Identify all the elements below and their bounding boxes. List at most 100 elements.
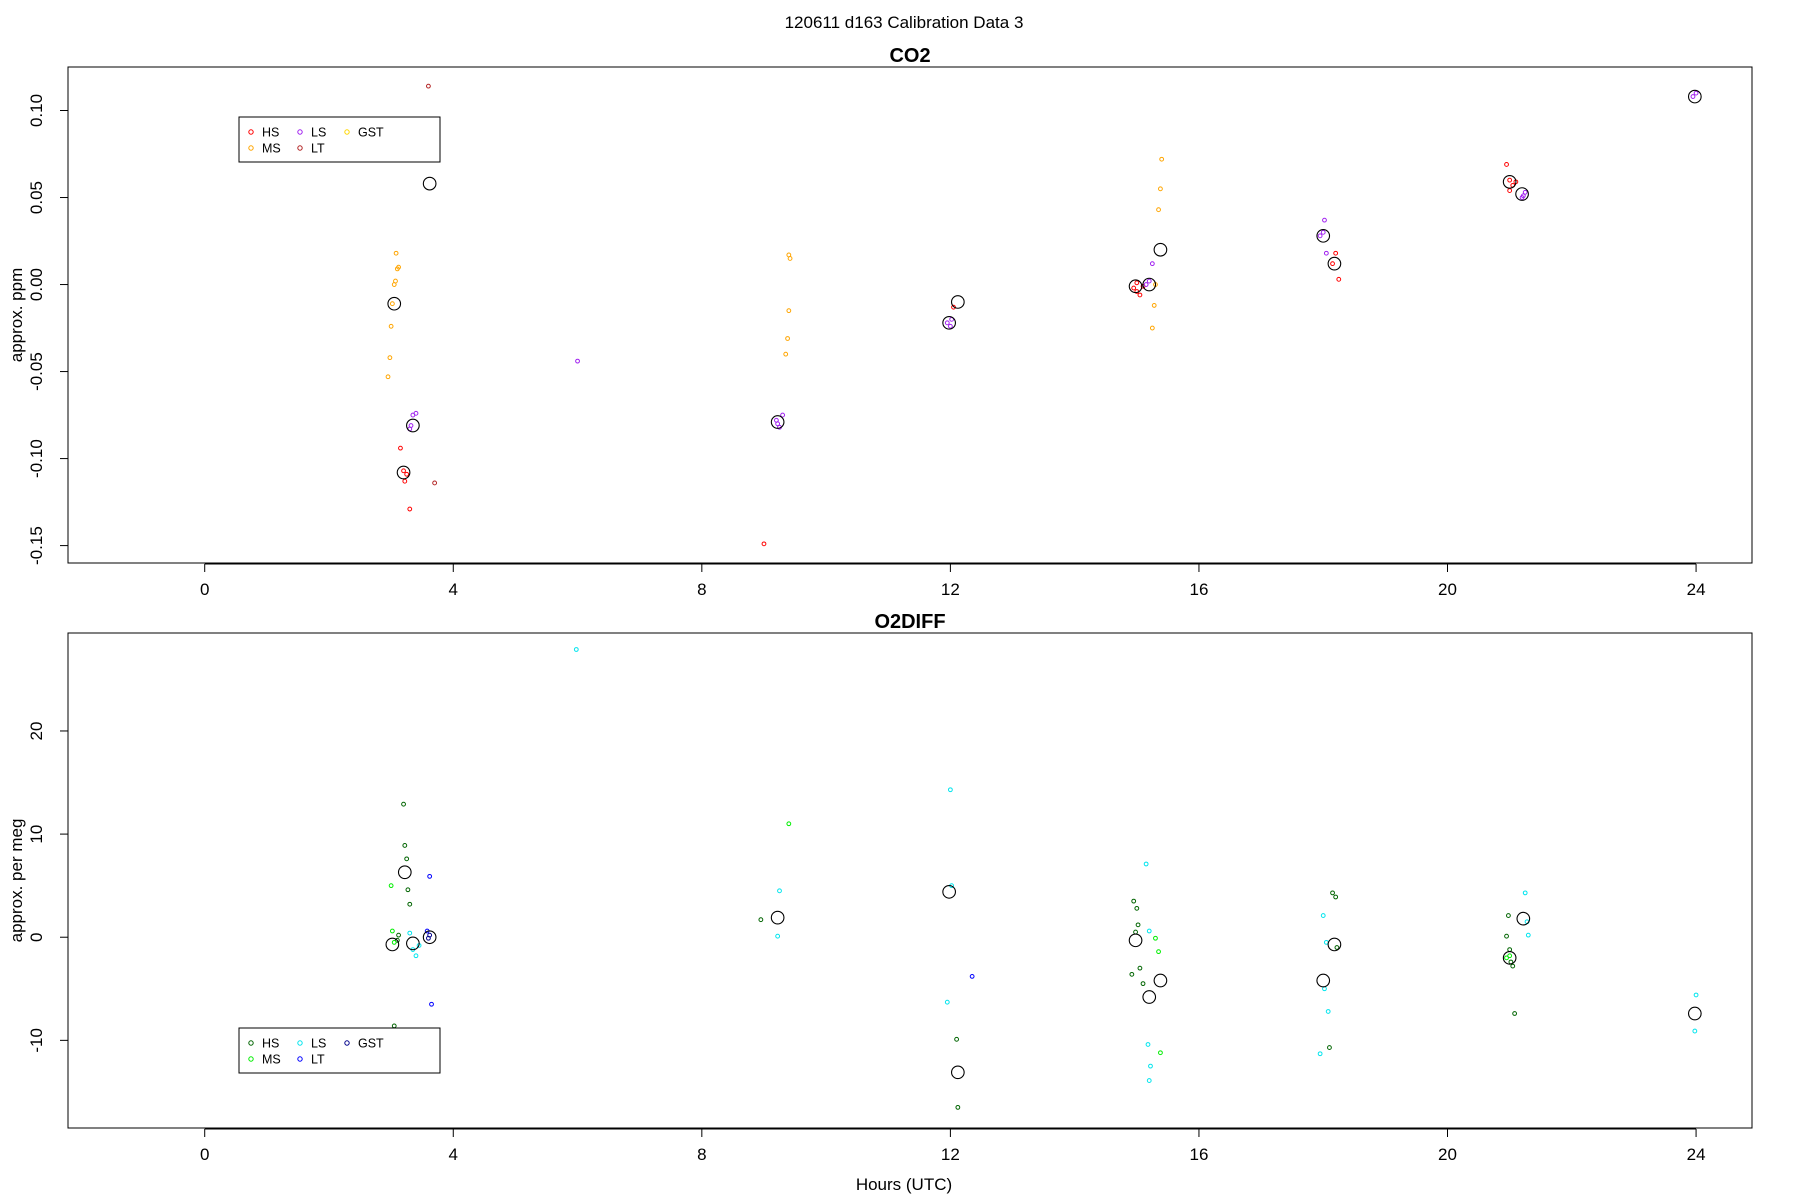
co2-point-ls	[1317, 233, 1323, 239]
o2diff-point-ms	[1153, 935, 1158, 941]
co2-point-mean	[1153, 242, 1168, 257]
o2diff-point-mean	[1687, 1006, 1702, 1021]
co2-panel: CO2 approx. ppm 0 4 8 12 16 20 24 -0.15 -0.10 -0.…	[7, 45, 1753, 599]
o2diff-point-hs	[407, 901, 413, 907]
co2-point-ls	[1690, 94, 1696, 99]
o2diff-point-hs	[401, 801, 406, 807]
o2diff-point-hs	[1134, 905, 1140, 911]
o2diff-legend-marker-lt	[297, 1056, 303, 1062]
o2diff-point-ms	[1507, 953, 1513, 959]
co2-point-ms	[393, 250, 399, 256]
co2-point-hs	[1131, 285, 1137, 291]
co2-point-lt	[432, 480, 438, 486]
o2diff-point-hs	[1140, 981, 1146, 987]
co2-point-hs	[1330, 261, 1335, 267]
co2-point-ms	[1151, 303, 1157, 308]
o2diff-point-ls	[1693, 992, 1699, 998]
co2-y-tick-label: 0.05	[27, 181, 46, 214]
co2-y-tick-label: 0.10	[27, 94, 46, 127]
o2diff-legend: HS MS LS LT GST	[238, 1027, 441, 1074]
o2diff-point-ls	[1325, 1009, 1331, 1014]
o2diff-point-mean	[1142, 990, 1157, 1004]
co2-point-ls	[1322, 217, 1327, 223]
co2-point-ls	[1320, 229, 1326, 235]
co2-point-ms	[1159, 156, 1165, 162]
o2diff-point-hs	[954, 1036, 960, 1042]
o2diff-point-ms	[388, 883, 394, 889]
co2-point-mean	[770, 415, 785, 429]
o2diff-point-hs	[955, 1104, 961, 1110]
co2-point-ms	[387, 355, 393, 361]
o2diff-legend-label-lt: LT	[311, 1053, 325, 1067]
co2-point-mean	[1515, 187, 1529, 201]
co2-point-hs	[407, 506, 413, 512]
o2diff-point-ls	[947, 787, 953, 793]
o2diff-point-ls	[1146, 928, 1152, 934]
co2-point-ls	[944, 320, 950, 326]
o2diff-point-ls	[407, 930, 413, 936]
co2-point-mean	[950, 295, 965, 309]
co2-point-ls	[1146, 278, 1152, 284]
o2diff-point-ms	[1158, 1050, 1163, 1056]
o2diff-y-tick-label: 10	[27, 825, 46, 844]
o2diff-point-hs	[1510, 963, 1516, 969]
co2-legend-box	[238, 116, 441, 163]
co2-point-mean	[387, 296, 402, 311]
co2-legend-label-hs: HS	[262, 126, 279, 140]
o2diff-point-mean	[770, 910, 785, 925]
co2-point-mean	[1687, 89, 1702, 104]
co2-point-hs	[1507, 188, 1513, 193]
o2diff-point-ls	[1692, 1028, 1698, 1034]
co2-point-ls	[947, 323, 953, 329]
co2-point-mean	[1327, 256, 1342, 271]
co2-point-ms	[388, 323, 394, 329]
o2diff-point-mean	[406, 936, 420, 951]
o2diff-legend-marker-ms	[248, 1056, 254, 1062]
o2diff-legend-marker-hs	[248, 1040, 254, 1046]
co2-y-tick-label: -0.10	[27, 439, 46, 478]
co2-point-hs	[1504, 162, 1509, 167]
o2diff-point-ls	[1146, 1078, 1152, 1083]
o2diff-point-hs	[1330, 890, 1335, 896]
co2-point-hs	[1333, 250, 1339, 256]
co2-point-ms	[393, 278, 398, 284]
o2diff-point-mean	[1153, 973, 1168, 988]
co2-point-ls	[775, 421, 781, 427]
o2diff-point-lt	[429, 1001, 434, 1007]
o2diff-point-ls	[775, 933, 781, 939]
co2-point-ms	[783, 351, 789, 357]
o2diff-point-hs	[405, 887, 411, 893]
o2diff-point-ls	[944, 999, 950, 1005]
o2diff-point-ls	[1525, 932, 1531, 938]
co2-x-tick-label: 8	[697, 580, 706, 599]
o2diff-point-hs	[1333, 894, 1339, 900]
co2-point-ls	[1143, 282, 1149, 287]
co2-point-mean	[1128, 279, 1143, 294]
co2-legend-label-ms: MS	[262, 142, 281, 156]
co2-point-mean	[1142, 277, 1157, 292]
o2diff-point-ls	[573, 647, 579, 652]
o2diff-x-tick-label: 4	[449, 1145, 458, 1164]
co2-point-ms	[396, 264, 401, 270]
o2diff-point-hs	[402, 843, 408, 848]
o2diff-y-tick-label: -10	[27, 1028, 46, 1053]
o2diff-point-mean	[1516, 911, 1531, 926]
o2diff-point-gst	[426, 935, 431, 941]
o2diff-point-ms	[391, 939, 397, 945]
co2-point-ms	[786, 252, 792, 258]
o2diff-panel-title: O2DIFF	[874, 611, 945, 633]
co2-point-ms	[389, 301, 395, 307]
co2-x-tick-label: 16	[1189, 580, 1208, 599]
o2diff-legend-label-ms: MS	[262, 1053, 281, 1067]
o2diff-point-hs	[1506, 913, 1511, 918]
o2diff-point-ls	[1522, 890, 1528, 896]
co2-point-ms	[1158, 186, 1163, 192]
co2-x-tick-label: 4	[449, 580, 458, 599]
o2diff-panel: O2DIFF approx. per meg 0 4 8 12 16 20 24 -10 0 10…	[7, 611, 1753, 1164]
co2-legend-label-lt: LT	[311, 142, 325, 156]
co2-y-tick-label: 0.00	[27, 268, 46, 301]
co2-legend-label-ls: LS	[311, 126, 326, 140]
o2diff-point-lt	[427, 873, 433, 879]
o2diff-point-mean	[1502, 950, 1517, 965]
